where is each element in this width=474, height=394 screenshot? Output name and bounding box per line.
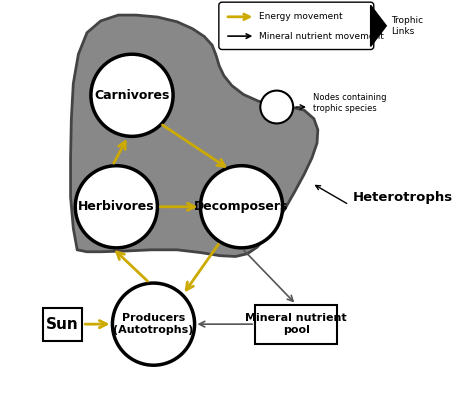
Text: Decomposers: Decomposers — [194, 200, 289, 213]
Circle shape — [91, 54, 173, 136]
Text: Heterotrophs: Heterotrophs — [353, 191, 453, 203]
Text: Nodes containing
trophic species: Nodes containing trophic species — [313, 93, 386, 113]
Polygon shape — [371, 5, 386, 46]
Text: Herbivores: Herbivores — [78, 200, 155, 213]
Text: Sun: Sun — [46, 317, 79, 332]
Circle shape — [201, 166, 283, 248]
FancyBboxPatch shape — [219, 2, 374, 50]
Text: Producers
(Autotrophs): Producers (Autotrophs) — [113, 313, 194, 335]
FancyBboxPatch shape — [255, 305, 337, 344]
Circle shape — [112, 283, 195, 365]
Text: Trophic
Links: Trophic Links — [391, 16, 423, 35]
Text: Energy movement: Energy movement — [259, 12, 343, 21]
Text: Mineral nutrient
pool: Mineral nutrient pool — [246, 313, 347, 335]
Circle shape — [260, 91, 293, 123]
Text: Carnivores: Carnivores — [94, 89, 170, 102]
Text: Mineral nutrient movement: Mineral nutrient movement — [259, 32, 384, 41]
Polygon shape — [71, 15, 318, 256]
FancyBboxPatch shape — [43, 308, 82, 341]
Circle shape — [75, 166, 157, 248]
